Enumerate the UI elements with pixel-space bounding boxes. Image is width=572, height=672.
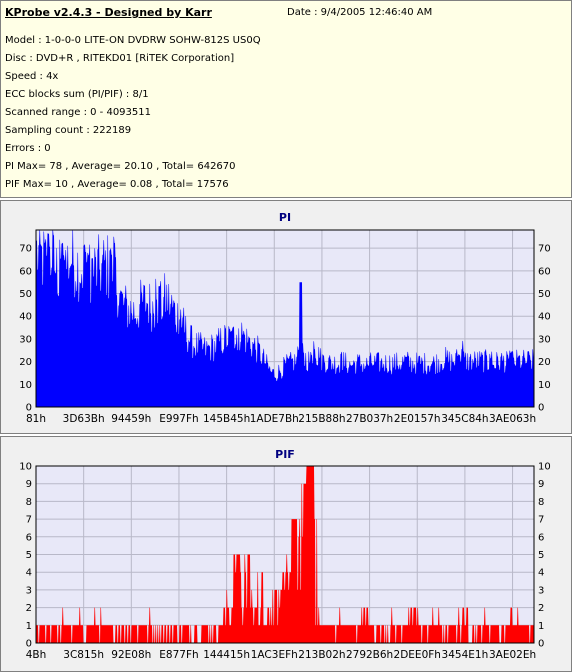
y-tick-label-right: 0 <box>538 639 544 650</box>
x-tick-label: 215B88h <box>298 413 345 425</box>
x-tick-label: 3D63Bh <box>63 413 105 425</box>
x-tick-label: 1AC3EFh <box>251 649 298 661</box>
y-tick-label-left: 60 <box>19 266 32 277</box>
y-tick-label-left: 0 <box>26 403 32 414</box>
y-tick-label-right: 30 <box>538 334 551 345</box>
x-tick-label: 3AE063h <box>489 413 536 425</box>
pi-chart: 0 0 10 10 20 20 30 30 40 40 50 50 60 60 70 70 81h 3D63Bh 9… <box>19 211 551 425</box>
info-panel: KProbe v2.4.3 - Designed by Karr Date : … <box>0 0 572 198</box>
sampling-count-line: Sampling count : 222189 <box>5 125 132 136</box>
x-tick-label: 145B45h <box>203 413 250 425</box>
y-tick-label-left: 1 <box>26 621 32 632</box>
ecc-line: ECC blocks sum (PI/PIF) : 8/1 <box>5 89 149 100</box>
y-tick-label-left: 5 <box>26 550 32 561</box>
pi-chart-panel: 0 0 10 10 20 20 30 30 40 40 50 50 60 60 70 70 81h 3D63Bh 9… <box>0 200 572 434</box>
x-tick-label: 27B037h <box>346 413 393 425</box>
y-tick-label-left: 3 <box>26 585 32 596</box>
y-tick-label-left: 30 <box>19 334 32 345</box>
y-tick-label-left: 2 <box>26 603 32 614</box>
chart-title: PI <box>279 211 291 224</box>
x-tick-label: 2DEE0Fh <box>394 649 441 661</box>
y-tick-label-right: 8 <box>538 497 544 508</box>
x-tick-label: 345C84h <box>441 413 488 425</box>
x-tick-label: 94459h <box>111 413 151 425</box>
y-tick-label-left: 50 <box>19 289 32 300</box>
y-tick-label-left: 4 <box>26 568 32 579</box>
speed-line: Speed : 4x <box>5 71 59 82</box>
x-tick-label: 92E08h <box>111 649 151 661</box>
x-tick-label: E997Fh <box>159 413 198 425</box>
y-tick-label-right: 70 <box>538 244 551 255</box>
y-tick-label-left: 9 <box>26 479 32 490</box>
y-tick-label-right: 1 <box>538 621 544 632</box>
y-tick-label-left: 7 <box>26 515 32 526</box>
x-tick-label: 2E0157h <box>394 413 441 425</box>
chart-title: PIF <box>275 448 295 461</box>
y-tick-label-right: 10 <box>538 462 551 473</box>
y-tick-label-left: 20 <box>19 357 32 368</box>
data-bars <box>36 466 534 643</box>
x-tick-label: 213B02h <box>298 649 345 661</box>
x-tick-label: 2792B6h <box>346 649 393 661</box>
y-tick-label-left: 40 <box>19 312 32 323</box>
model-line: Model : 1-0-0-0 LITE-ON DVDRW SOHW-812S … <box>5 35 261 46</box>
pif-chart: 0 0 1 1 2 2 3 3 4 4 5 5 6 6 7 7 8 8 9 9 10 10 4Bh 3C815h 92E08h E… <box>19 448 551 661</box>
y-tick-label-left: 8 <box>26 497 32 508</box>
y-tick-label-left: 10 <box>19 462 32 473</box>
y-tick-label-right: 4 <box>538 568 544 579</box>
x-tick-label: 1ADE7Bh <box>250 413 299 425</box>
disc-line: Disc : DVD+R , RITEKD01 [RiTEK Corporati… <box>5 53 235 64</box>
y-tick-label-left: 6 <box>26 532 32 543</box>
y-tick-label-right: 3 <box>538 585 544 596</box>
y-tick-label-right: 10 <box>538 380 551 391</box>
y-tick-label-right: 2 <box>538 603 544 614</box>
x-tick-label: E877Fh <box>159 649 198 661</box>
plot-frame <box>35 465 535 644</box>
app-title: KProbe v2.4.3 - Designed by Karr <box>5 6 212 19</box>
y-tick-label-right: 0 <box>538 403 544 414</box>
x-tick-label: 81h <box>26 413 46 425</box>
scanned-range-line: Scanned range : 0 - 4093511 <box>5 107 151 118</box>
x-tick-label: 3C815h <box>63 649 104 661</box>
x-tick-label: 4Bh <box>26 649 47 661</box>
x-tick-label: 144415h <box>203 649 250 661</box>
pi-summary-line: PI Max= 78 , Average= 20.10 , Total= 642… <box>5 161 236 172</box>
y-tick-label-right: 50 <box>538 289 551 300</box>
data-bars <box>36 230 534 407</box>
y-tick-label-right: 7 <box>538 515 544 526</box>
y-tick-label-right: 5 <box>538 550 544 561</box>
y-tick-label-right: 60 <box>538 266 551 277</box>
y-tick-label-right: 20 <box>538 357 551 368</box>
y-tick-label-right: 6 <box>538 532 544 543</box>
plot-frame <box>35 229 535 408</box>
scan-date: Date : 9/4/2005 12:46:40 AM <box>287 7 433 18</box>
x-tick-label: 3454E1h <box>442 649 489 661</box>
pif-summary-line: PIF Max= 10 , Average= 0.08 , Total= 175… <box>5 179 229 190</box>
y-tick-label-left: 0 <box>26 639 32 650</box>
x-tick-label: 3AE02Eh <box>489 649 536 661</box>
y-tick-label-right: 9 <box>538 479 544 490</box>
y-tick-label-left: 70 <box>19 244 32 255</box>
y-tick-label-right: 40 <box>538 312 551 323</box>
y-tick-label-left: 10 <box>19 380 32 391</box>
pif-chart-panel: 0 0 1 1 2 2 3 3 4 4 5 5 6 6 7 7 8 8 9 9 10 10 4Bh 3C815h 92E08h E… <box>0 436 572 672</box>
errors-line: Errors : 0 <box>5 143 51 154</box>
